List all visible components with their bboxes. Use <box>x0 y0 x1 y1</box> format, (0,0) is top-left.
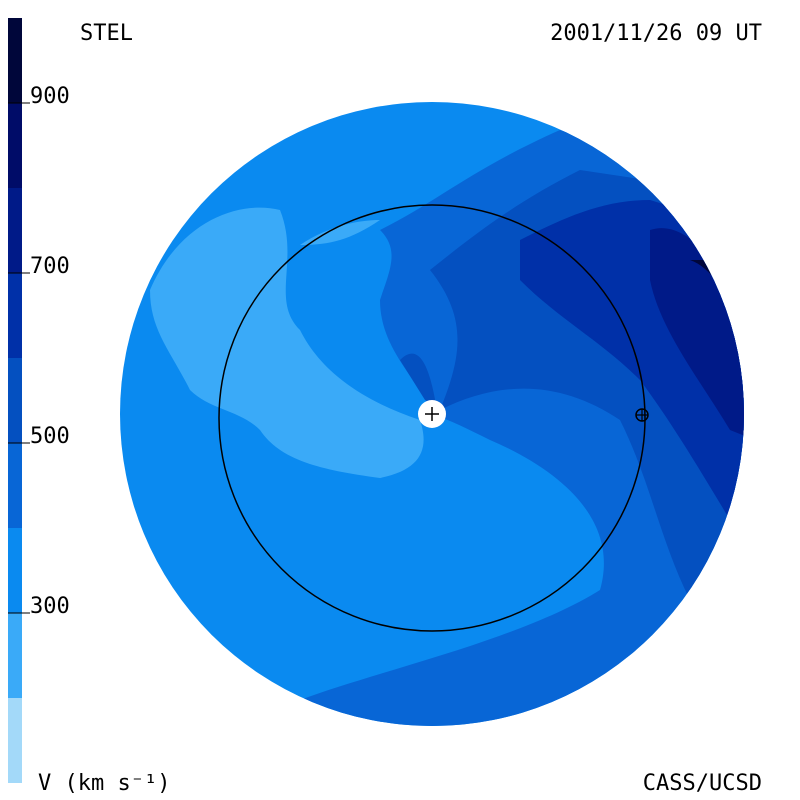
colorbar-label: V (km s⁻¹) <box>38 771 170 796</box>
earth-orbit <box>218 204 646 632</box>
sun-cross <box>425 407 439 421</box>
colorbar-segment <box>8 103 22 188</box>
header-right: 2001/11/26 09 UT <box>550 21 762 46</box>
colorbar-segment <box>8 443 22 528</box>
colorbar-segment <box>8 188 22 273</box>
colorbar-tick-label: 300 <box>30 594 70 619</box>
header-left: STEL <box>80 21 133 46</box>
colorbar-segment <box>8 613 22 698</box>
colorbar-tick-label: 900 <box>30 84 70 109</box>
colorbar-tick-label: 500 <box>30 424 70 449</box>
colorbar-segment <box>8 358 22 443</box>
earth-cross <box>636 409 648 421</box>
velocity-map <box>120 102 744 726</box>
colorbar-segment <box>8 528 22 613</box>
colorbar-segment <box>8 18 22 103</box>
colorbar-segment <box>8 273 22 358</box>
footer-right: CASS/UCSD <box>643 771 762 796</box>
colorbar-segment <box>8 698 22 783</box>
colorbar-tick-label: 700 <box>30 254 70 279</box>
